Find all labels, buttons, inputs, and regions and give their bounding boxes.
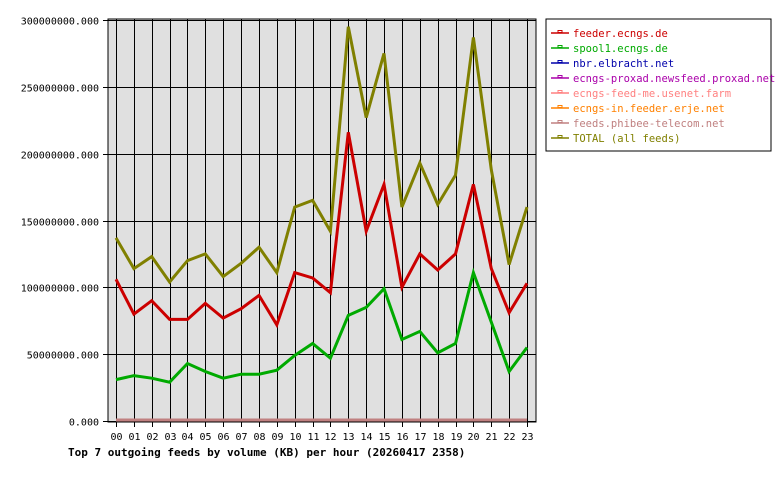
- legend-item-label: ecngs-in.feeder.erje.net: [573, 103, 725, 115]
- x-tick-label: 10: [289, 432, 301, 443]
- legend-item-label: spool1.ecngs.de: [573, 43, 668, 55]
- grid-lines: [108, 19, 536, 427]
- y-tick-label: 200000000.000: [21, 151, 99, 162]
- x-tick-label: 08: [253, 432, 265, 443]
- legend-item-label: TOTAL (all feeds): [573, 133, 680, 145]
- y-tick-label: 150000000.000: [21, 218, 99, 229]
- x-tick-label: 05: [199, 432, 211, 443]
- series-line-1: [115, 267, 529, 384]
- x-tick-label: 20: [467, 432, 479, 443]
- x-tick-label: 22: [503, 432, 515, 443]
- x-tick-label: 00: [110, 432, 122, 443]
- x-axis: 00 01 02 03 04 05 06 07 08 09 10 11 12 13 14 15 16 17 18 19…: [110, 432, 533, 443]
- x-tick-label: 06: [217, 432, 229, 443]
- y-tick-label: 50000000.000: [27, 351, 99, 362]
- series-line-7: [114, 26, 529, 285]
- x-tick-label: 12: [324, 432, 336, 443]
- legend-item-label: feeder.ecngs.de: [573, 28, 668, 40]
- x-tick-label: 21: [485, 432, 497, 443]
- x-tick-label: 19: [450, 432, 462, 443]
- x-tick-label: 14: [360, 432, 372, 443]
- legend-item-label: nbr.elbracht.net: [573, 58, 674, 70]
- y-tick-label: 250000000.000: [21, 84, 99, 95]
- x-tick-label: 16: [396, 432, 408, 443]
- legend-item-label: ecngs-proxad.newsfeed.proxad.net: [573, 73, 775, 85]
- x-tick-label: 07: [235, 432, 247, 443]
- legend-item-label: ecngs-feed-me.usenet.farm: [573, 88, 731, 100]
- plot-area: [107, 18, 537, 423]
- y-tick-label: 100000000.000: [21, 284, 99, 295]
- x-tick-label: 02: [146, 432, 158, 443]
- x-tick-label: 17: [414, 432, 426, 443]
- legend-item-label: feeds.phibee-telecom.net: [573, 118, 725, 130]
- y-tick-label: 0.000: [69, 418, 99, 429]
- x-tick-label: 18: [432, 432, 444, 443]
- legend: feeder.ecngs.de spool1.ecngs.de nbr.elbrac…: [545, 18, 775, 152]
- x-tick-label: 04: [181, 432, 193, 443]
- y-axis: 0.000 50000000.000 100000000.000 150000000.…: [21, 17, 108, 429]
- x-tick-label: 23: [521, 432, 533, 443]
- x-tick-label: 11: [307, 432, 319, 443]
- series-lines: [114, 26, 529, 422]
- y-tick-label: 300000000.000: [21, 17, 99, 28]
- x-tick-label: 01: [128, 432, 140, 443]
- chart-title: Top 7 outgoing feeds by volume (KB) per …: [68, 446, 465, 459]
- x-tick-label: 13: [342, 432, 354, 443]
- series-line-0: [114, 132, 529, 329]
- x-tick-label: 15: [378, 432, 390, 443]
- x-tick-label: 03: [164, 432, 176, 443]
- x-tick-label: 09: [271, 432, 283, 443]
